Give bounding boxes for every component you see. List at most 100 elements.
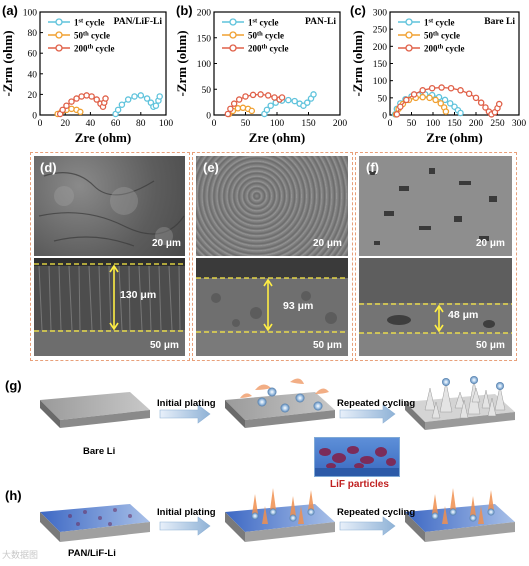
legend-entry: 50th cycle [74, 30, 110, 41]
data-point [77, 108, 84, 116]
data-point [278, 94, 286, 101]
panel-label-b: (b) [176, 3, 193, 18]
sem-label-f: (f) [366, 160, 379, 175]
x-tick-label: 60 [111, 119, 121, 129]
sem-panel-d [30, 152, 190, 361]
y-axis-label: -Zrm (ohm) [174, 30, 189, 96]
data-point [291, 97, 298, 105]
thickness-label-d: 130 μm [120, 289, 157, 301]
y-axis-label: -Zrm (ohm) [350, 30, 365, 96]
step-initial-plating-g: Initial plating [157, 398, 216, 409]
sem-panel-f [355, 152, 517, 361]
eis-chart-pan-lif-li: 0 20 40 60 80 100 0 20 40 60 80 100 Zre (ohm) -Zrm (o… [0, 9, 173, 146]
data-point [264, 92, 272, 99]
data-point [248, 107, 256, 115]
legend-marker [405, 18, 413, 26]
chart-title: Bare Li [484, 17, 515, 27]
data-point [303, 99, 311, 106]
data-point [267, 102, 274, 109]
y-tick-label: 50 [378, 94, 388, 104]
legend-entry: 1st cycle [248, 17, 278, 28]
legend-marker [229, 18, 237, 26]
x-tick-label: 250 [490, 119, 505, 129]
legend-entry: 200th cycle [424, 43, 465, 54]
data-point [397, 103, 404, 111]
thickness-label-f: 48 μm [448, 309, 479, 321]
label-bare-li: Bare Li [83, 446, 116, 457]
x-tick-label: 100 [270, 119, 285, 129]
scale-bar-f-bottom: 50 μm [476, 340, 505, 351]
data-point [249, 91, 257, 99]
data-point [446, 100, 454, 107]
chart-title: PAN/LiF-Li [114, 17, 163, 27]
x-tick-label: 50 [241, 119, 251, 129]
data-point [143, 95, 151, 102]
data-point [234, 105, 242, 112]
scale-bar-f-top: 20 μm [476, 238, 505, 249]
y-tick-label: 100 [23, 9, 38, 19]
x-tick-label: 50 [407, 119, 417, 129]
sem-label-d: (d) [40, 160, 57, 175]
data-point [68, 98, 75, 105]
data-point [410, 91, 418, 98]
data-point [156, 93, 163, 100]
y-tick-label: 150 [373, 60, 388, 70]
data-point [419, 93, 426, 101]
legend-marker [55, 31, 63, 39]
scale-bar-e-bottom: 50 μm [313, 340, 342, 351]
data-point [310, 91, 317, 98]
sem-label-e: (e) [203, 160, 219, 175]
data-point [419, 87, 426, 94]
data-point [242, 93, 249, 100]
data-point [227, 105, 234, 113]
y-tick-label: 100 [373, 77, 388, 87]
sem-top-view-d [34, 156, 185, 256]
y-tick-label: 0 [32, 112, 37, 122]
data-point [78, 93, 85, 100]
data-point [477, 99, 485, 106]
data-point [285, 96, 292, 104]
data-point [93, 96, 100, 103]
x-tick-label: 300 [512, 119, 527, 129]
data-point [59, 106, 66, 114]
data-point [403, 96, 410, 104]
data-point [441, 96, 449, 104]
data-point [437, 100, 444, 107]
data-point [102, 95, 109, 102]
data-point [239, 104, 247, 112]
data-point [426, 94, 433, 102]
y-tick-label: 150 [197, 34, 212, 44]
data-point [263, 106, 271, 114]
lif-particles-inset [314, 437, 400, 477]
legend-marker [55, 44, 63, 52]
data-point [131, 93, 138, 100]
chart-title: PAN-Li [305, 17, 336, 27]
sem-top-view-e [196, 156, 348, 256]
data-point [495, 100, 503, 108]
y-tick-label: 20 [28, 91, 38, 101]
legend-marker [229, 44, 237, 52]
y-tick-label: 250 [373, 26, 388, 36]
lif-particles-label: LiF particles [330, 479, 389, 490]
x-tick-label: 150 [301, 119, 316, 129]
watermark: 大数据图 [2, 551, 39, 561]
sem-cross-section-d [34, 258, 185, 356]
step-repeated-cycling-h: Repeated cycling [337, 507, 416, 518]
data-point [482, 104, 489, 111]
y-tick-label: 0 [206, 112, 211, 122]
label-pan-lif-li: PAN/LiF-Li [68, 548, 116, 559]
legend-entry: 50th cycle [248, 30, 284, 41]
x-tick-label: 100 [426, 119, 441, 129]
eis-chart-bare-li: 0 50 100 150 200 250 300 0 50 100 150 200 250 300 Zre … [350, 9, 527, 146]
step-initial-plating-h: Initial plating [157, 507, 216, 518]
data-point [114, 106, 122, 114]
sem-top-view-f [359, 156, 512, 256]
data-point [457, 109, 464, 117]
plot-frame [39, 11, 167, 116]
data-point [472, 94, 480, 102]
y-tick-label: 200 [373, 43, 388, 53]
y-tick-label: 40 [28, 70, 38, 80]
panel-label-h: (h) [5, 488, 22, 503]
x-tick-label: 20 [60, 119, 70, 129]
legend-entry: 1st cycle [424, 17, 454, 28]
